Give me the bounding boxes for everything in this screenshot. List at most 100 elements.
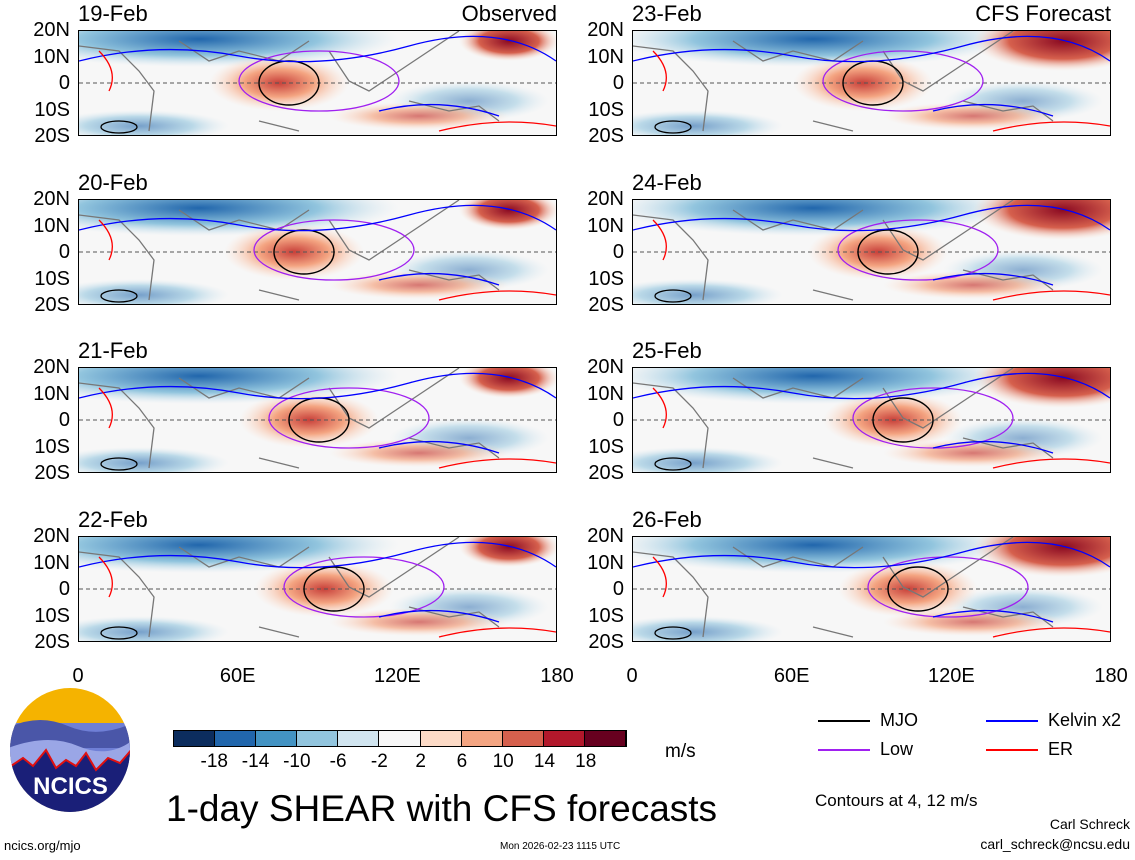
y-tick-label: 0: [612, 72, 624, 94]
author: Carl Schreck: [1049, 816, 1130, 832]
colorbar-label: 10: [492, 751, 514, 772]
colorbar-label: 18: [575, 751, 597, 772]
map-panel: [603, 180, 1135, 311]
logo-text: NCICS: [33, 773, 108, 800]
y-tick-label: 20S: [34, 462, 70, 484]
colorbar-swatch: [256, 731, 298, 746]
colorbar: [173, 730, 627, 747]
colorbar-swatch: [543, 731, 585, 746]
panel-date: 22-Feb: [78, 507, 148, 532]
map-panel: [0, 180, 559, 311]
y-tick-label: 20S: [588, 294, 624, 316]
legend-label: MJO: [880, 710, 918, 730]
panel-date: 26-Feb: [632, 507, 702, 532]
panel-label: CFS Forecast: [975, 1, 1111, 26]
legend-line: [986, 749, 1038, 751]
colorbar-swatch: [174, 731, 216, 746]
y-tick-label: 20N: [33, 356, 70, 378]
legend-line: [986, 720, 1038, 722]
map-panel: [0, 348, 559, 479]
y-tick-label: 0: [58, 241, 70, 263]
y-tick-label: 0: [58, 72, 70, 94]
y-tick-label: 20N: [587, 19, 624, 41]
y-tick-label: 10N: [587, 214, 624, 237]
y-tick-label: 10S: [34, 604, 70, 627]
y-tick-label: 20S: [588, 631, 624, 653]
ncics-logo: NCICS: [8, 688, 133, 813]
colorbar-label: 6: [456, 751, 468, 772]
y-tick-label: 20N: [587, 188, 624, 210]
colorbar-swatch: [215, 731, 257, 746]
y-tick-label: 20S: [34, 125, 70, 147]
x-tick-label: 180: [540, 665, 574, 687]
y-tick-label: 20S: [588, 125, 624, 147]
colorbar-swatch: [420, 731, 462, 746]
x-tick-label: 60E: [219, 665, 256, 687]
panel-label: Observed: [461, 1, 557, 26]
y-tick-label: 0: [58, 409, 70, 431]
x-tick-label: 60E: [773, 665, 810, 687]
colorbar-label: -18: [200, 751, 228, 772]
website-link[interactable]: ncics.org/mjo: [4, 838, 81, 853]
author-email: carl_schreck@ncsu.edu: [980, 836, 1130, 852]
y-tick-label: 20N: [587, 525, 624, 547]
map-panel: [603, 348, 1135, 479]
y-tick-label: 20S: [34, 631, 70, 653]
colorbar-label: 2: [415, 751, 426, 772]
y-tick-label: 0: [58, 578, 70, 600]
x-tick-label: 120E: [928, 665, 975, 687]
y-tick-label: 10N: [33, 551, 70, 574]
panel-date: 19-Feb: [78, 1, 148, 26]
y-tick-label: 20N: [33, 525, 70, 547]
y-tick-label: 20S: [34, 294, 70, 316]
x-tick-label: 0: [72, 665, 84, 687]
timestamp: Mon 2026-02-23 1115 UTC: [500, 841, 621, 852]
y-tick-label: 20S: [588, 462, 624, 484]
colorbar-swatch: [379, 731, 421, 746]
panel-date: 20-Feb: [78, 170, 148, 195]
colorbar-label: -10: [283, 751, 311, 772]
map-panel: [603, 517, 1135, 648]
panel-date: 25-Feb: [632, 338, 702, 363]
legend-label: Low: [880, 739, 914, 759]
colorbar-units: m/s: [665, 741, 696, 762]
panel-date: 21-Feb: [78, 338, 148, 363]
contours-note: Contours at 4, 12 m/s: [815, 791, 978, 810]
y-tick-label: 10N: [587, 45, 624, 68]
y-tick-label: 0: [612, 409, 624, 431]
colorbar-swatch: [297, 731, 339, 746]
colorbar-swatch: [584, 731, 627, 746]
panel-date: 24-Feb: [632, 170, 702, 195]
y-tick-label: 10S: [34, 267, 70, 290]
colorbar-label: -2: [370, 751, 388, 772]
y-tick-label: 10N: [587, 382, 624, 405]
legend-label: Kelvin x2: [1048, 710, 1122, 730]
colorbar-label: 14: [533, 751, 556, 772]
x-tick-label: 0: [626, 665, 638, 687]
map-panel: [0, 517, 559, 648]
y-tick-label: 10S: [588, 98, 624, 121]
colorbar-swatch: [502, 731, 544, 746]
y-tick-label: 10S: [34, 435, 70, 458]
panel-date: 23-Feb: [632, 1, 702, 26]
map-panel: [603, 11, 1135, 142]
y-tick-label: 10S: [588, 267, 624, 290]
y-tick-label: 10S: [34, 98, 70, 121]
y-tick-label: 10N: [33, 214, 70, 237]
legend-line: [818, 720, 870, 722]
figure-title: 1-day SHEAR with CFS forecasts: [166, 788, 718, 829]
colorbar-swatch: [338, 731, 380, 746]
x-tick-label: 180: [1094, 665, 1128, 687]
colorbar-swatch: [461, 731, 503, 746]
x-tick-label: 120E: [374, 665, 421, 687]
legend-label: ER: [1048, 739, 1074, 759]
y-tick-label: 10N: [33, 382, 70, 405]
map-panel: [0, 11, 559, 142]
y-tick-label: 20N: [33, 19, 70, 41]
y-tick-label: 20N: [587, 356, 624, 378]
y-tick-label: 10N: [33, 45, 70, 68]
y-tick-label: 10S: [588, 604, 624, 627]
y-tick-label: 10S: [588, 435, 624, 458]
legend-line: [818, 749, 870, 751]
